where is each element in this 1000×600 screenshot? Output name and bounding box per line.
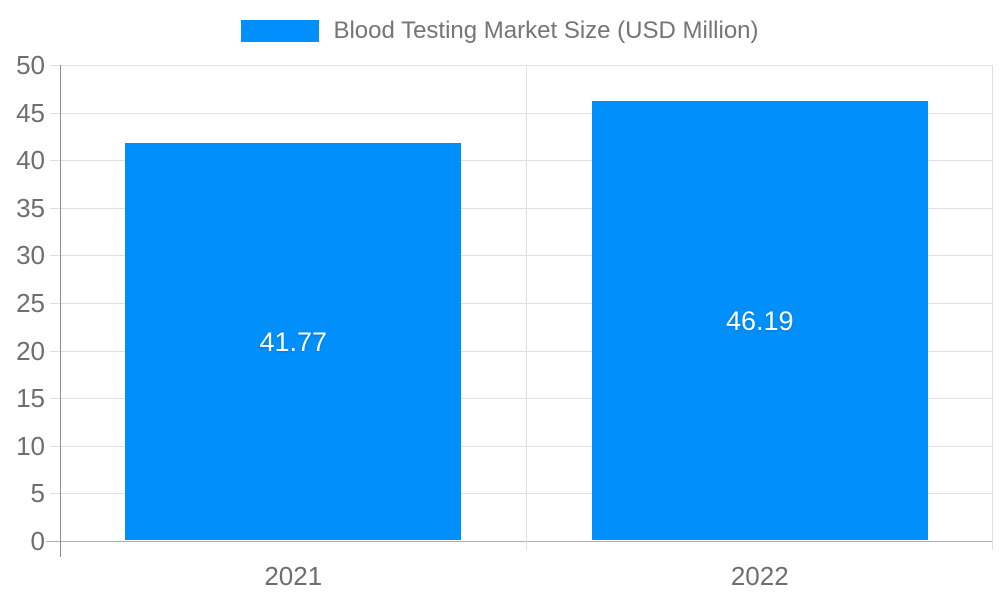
y-axis-tick	[50, 303, 60, 304]
x-axis-border	[46, 541, 993, 542]
y-tick-label: 45	[16, 97, 45, 128]
x-tick-label: 2021	[264, 561, 323, 591]
y-tick-label: 10	[16, 430, 45, 461]
legend-label: Blood Testing Market Size (USD Million)	[333, 17, 759, 44]
y-axis-line	[60, 65, 61, 557]
y-axis-tick	[50, 207, 60, 209]
bar-2021[interactable]	[125, 143, 462, 540]
y-tick-label: 15	[16, 383, 45, 414]
y-axis-tick	[50, 160, 60, 162]
y-tick-label: 35	[16, 192, 45, 223]
gridline-vertical	[992, 65, 993, 550]
y-axis-tick	[50, 445, 60, 447]
y-tick-label: 25	[16, 288, 45, 318]
y-axis-tick	[50, 350, 60, 352]
x-tick-label: 2022	[730, 561, 789, 591]
y-tick-label: 5	[30, 478, 45, 509]
y-axis-tick	[50, 112, 60, 114]
gridline-vertical	[525, 65, 527, 550]
y-axis-tick	[50, 493, 60, 495]
y-tick-label: 40	[16, 145, 45, 176]
y-tick-label: 0	[30, 526, 45, 556]
bar-2022[interactable]	[591, 101, 928, 540]
y-axis-tick	[50, 65, 60, 66]
gridline-horizontal	[60, 65, 993, 66]
y-axis-tick	[50, 398, 60, 400]
y-axis-tick	[50, 255, 60, 257]
y-tick-label: 20	[16, 335, 45, 366]
legend-item[interactable]: Blood Testing Market Size (USD Million)	[0, 14, 1000, 48]
y-tick-label: 50	[16, 50, 45, 80]
legend-swatch	[241, 20, 320, 42]
y-tick-label: 30	[16, 240, 45, 271]
